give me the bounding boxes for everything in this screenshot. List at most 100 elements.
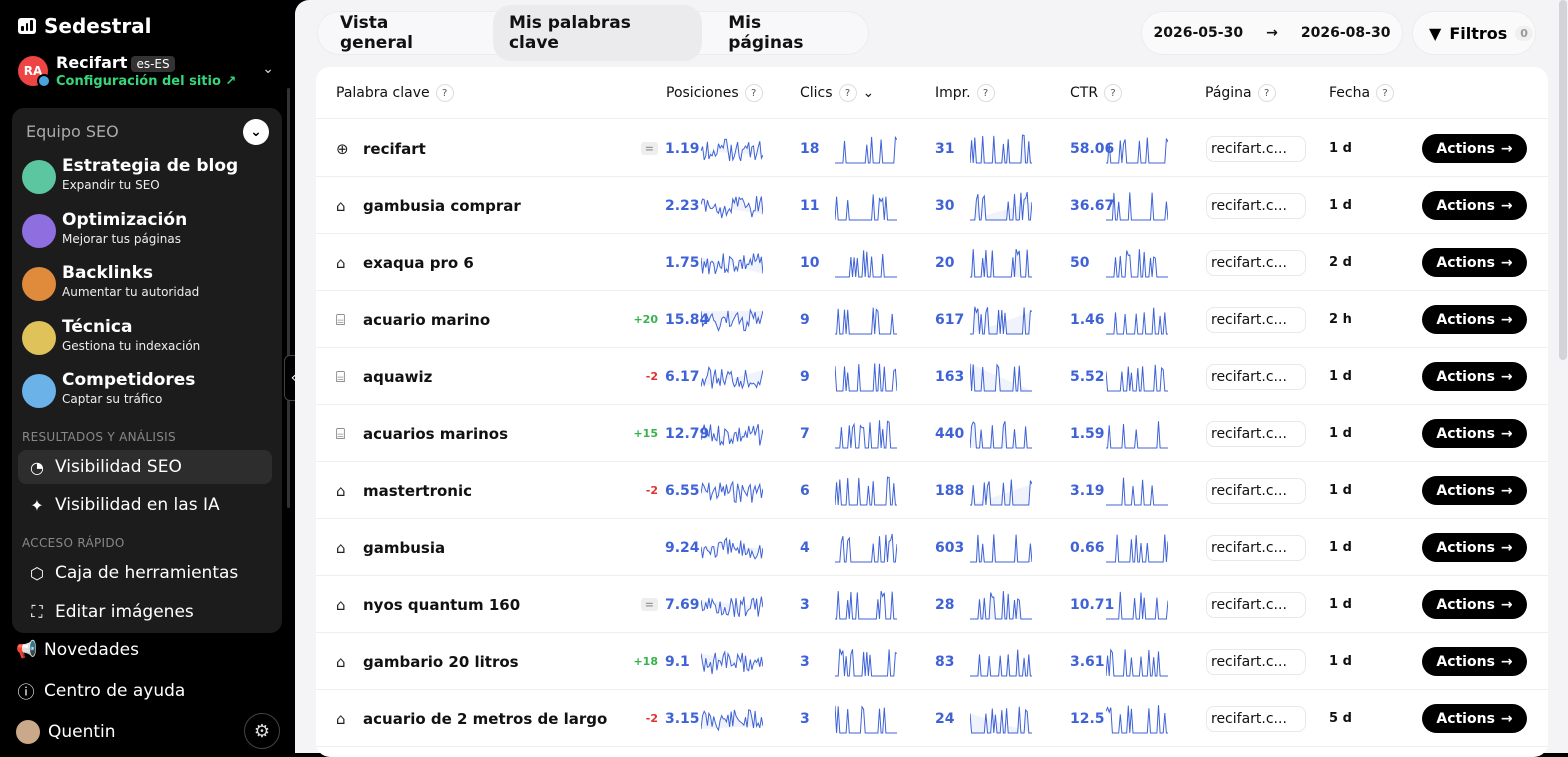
nav-visibilidad-ia[interactable]: ✦ Visibilidad en las IA <box>18 488 272 522</box>
page-link[interactable]: recifart.c... <box>1206 364 1306 390</box>
position-value: 15.84 <box>665 311 710 328</box>
sidebar-scrollbar[interactable] <box>287 88 290 508</box>
header-clicks[interactable]: Clics? ⌄ <box>800 84 874 102</box>
chevron-down-icon[interactable]: ⌄ <box>262 61 274 77</box>
impressions-sparkline <box>970 706 1032 734</box>
page-link[interactable]: recifart.c... <box>1206 478 1306 504</box>
table-row[interactable]: ⌂ acuario de 2 metros de largo -2 3.15 3 24 12… <box>316 690 1548 747</box>
agent-item[interactable]: Optimización Mejorar tus páginas <box>22 210 272 254</box>
keyword-text[interactable]: acuario marino <box>363 310 491 329</box>
help-icon[interactable]: ? <box>744 84 763 102</box>
page-link[interactable]: recifart.c... <box>1206 592 1306 618</box>
position-sparkline <box>701 480 763 503</box>
nav-toolbox[interactable]: ⬡ Caja de herramientas <box>18 556 272 590</box>
main-scrollbar[interactable] <box>1559 0 1567 360</box>
table-row[interactable]: ⌂ gambusia comprar 2.23 11 30 36.67 recifart.c… <box>316 177 1548 234</box>
actions-button[interactable]: Actions → <box>1422 134 1527 163</box>
header-keyword[interactable]: Palabra clave? <box>336 84 454 102</box>
date-value: 1 d <box>1329 198 1352 213</box>
keyword-text[interactable]: mastertronic <box>363 481 473 500</box>
actions-button[interactable]: Actions → <box>1422 305 1527 334</box>
actions-button[interactable]: Actions → <box>1422 191 1527 220</box>
header-impressions[interactable]: Impr.? <box>935 84 995 102</box>
clicks-sparkline <box>835 590 897 620</box>
header-ctr[interactable]: CTR? <box>1070 84 1123 102</box>
brand-logo[interactable]: Sedestral <box>18 14 152 38</box>
keyword-text[interactable]: acuario de 2 metros de largo <box>363 709 608 728</box>
page-link[interactable]: recifart.c... <box>1206 706 1306 732</box>
table-row[interactable]: ⌂ nyos quantum 160 = 7.69 3 28 10.71 recifart.c… <box>316 576 1548 633</box>
page-link[interactable]: recifart.c... <box>1206 421 1306 447</box>
actions-button[interactable]: Actions → <box>1422 590 1527 619</box>
agent-item[interactable]: Backlinks Aumentar tu autoridad <box>22 263 272 307</box>
actions-button[interactable]: Actions → <box>1422 476 1527 505</box>
tab-overview[interactable]: Vista general <box>340 13 414 53</box>
table-row[interactable]: ⌂ gambario 20 litros +18 9.1 3 83 3.61 recifart… <box>316 633 1548 690</box>
ctr-sparkline <box>1106 137 1168 164</box>
keyword-text[interactable]: nyos quantum 160 <box>363 595 521 614</box>
help-icon[interactable]: ? <box>1376 84 1395 102</box>
agent-item[interactable]: Estrategia de blog Expandir tu SEO <box>22 156 272 200</box>
filter-icon: ▼ <box>1429 23 1442 43</box>
header-page[interactable]: Página? <box>1205 84 1276 102</box>
agent-item[interactable]: Técnica Gestiona tu indexación <box>22 317 272 361</box>
keyword-text[interactable]: aquawiz <box>363 367 433 386</box>
filters-button[interactable]: ▼ Filtros 0 <box>1412 11 1536 55</box>
site-name: Recifart es-ES <box>56 53 175 72</box>
position-value: 9.1 <box>665 653 690 670</box>
actions-button[interactable]: Actions → <box>1422 647 1527 676</box>
nav-help-center[interactable]: ⓘ Centro de ayuda <box>16 678 186 704</box>
site-badge-icon <box>37 74 51 88</box>
position-value: 9.24 <box>665 539 700 556</box>
table-row[interactable]: ⌂ exaqua pro 6 1.75 10 20 50 recifart.c... 2 d A… <box>316 234 1548 291</box>
nav-edit-images[interactable]: ⛶ Editar imágenes <box>18 595 272 629</box>
help-icon[interactable]: ? <box>838 84 857 102</box>
nav-novedades[interactable]: 📢 Novedades <box>16 640 139 660</box>
site-config-link[interactable]: Configuración del sitio ↗ <box>56 74 237 89</box>
actions-button[interactable]: Actions → <box>1422 704 1527 733</box>
store-icon: ⌸ <box>336 424 346 443</box>
keyword-text[interactable]: acuarios marinos <box>363 424 509 443</box>
page-link[interactable]: recifart.c... <box>1206 535 1306 561</box>
keyword-text[interactable]: gambusia comprar <box>363 196 521 215</box>
keyword-text[interactable]: recifart <box>363 139 426 158</box>
impressions-value: 188 <box>935 482 965 499</box>
page-link[interactable]: recifart.c... <box>1206 250 1306 276</box>
keyword-text[interactable]: gambario 20 litros <box>363 652 519 671</box>
header-positions[interactable]: Posiciones? <box>666 84 763 102</box>
page-link[interactable]: recifart.c... <box>1206 136 1306 162</box>
help-icon[interactable]: ? <box>1257 84 1276 102</box>
tab-keywords[interactable]: Mis palabras clave <box>492 5 703 61</box>
team-collapse-icon[interactable]: ⌄ <box>243 119 269 145</box>
actions-button[interactable]: Actions → <box>1422 419 1527 448</box>
ctr-value: 12.5 <box>1070 710 1105 727</box>
help-icon[interactable]: ? <box>1104 84 1123 102</box>
help-icon[interactable]: ? <box>435 84 454 102</box>
table-row[interactable]: ⌸ acuarios marinos +15 12.79 7 440 1.59 recifar… <box>316 405 1548 462</box>
agent-item[interactable]: Competidores Captar su tráfico <box>22 370 272 414</box>
user-menu[interactable]: Quentin <box>16 720 116 744</box>
date-range-picker[interactable]: 2026-05-30 → 2026-08-30 <box>1141 11 1403 55</box>
keyword-text[interactable]: exaqua pro 6 <box>363 253 474 272</box>
table-row[interactable]: ⌸ aquawiz -2 6.17 9 163 5.52 recifart.c... 1 d Ac… <box>316 348 1548 405</box>
position-sparkline <box>701 536 763 560</box>
table-row[interactable]: ⊕ recifart = 1.19 18 31 58.06 recifart.c... 1 d A… <box>316 120 1548 177</box>
page-link[interactable]: recifart.c... <box>1206 649 1306 675</box>
table-row[interactable]: ⌸ acuario marino +20 15.84 9 617 1.46 recifart.… <box>316 291 1548 348</box>
keyword-text[interactable]: gambusia <box>363 538 446 557</box>
page-link[interactable]: recifart.c... <box>1206 307 1306 333</box>
sort-desc-icon[interactable]: ⌄ <box>862 85 875 101</box>
page-link[interactable]: recifart.c... <box>1206 193 1306 219</box>
actions-button[interactable]: Actions → <box>1422 362 1527 391</box>
nav-visibilidad-seo[interactable]: ◔ Visibilidad SEO <box>18 450 272 484</box>
table-row[interactable]: ⌂ gambusia 9.24 4 603 0.66 recifart.c... 1 d Act… <box>316 519 1548 576</box>
actions-button[interactable]: Actions → <box>1422 248 1527 277</box>
header-date[interactable]: Fecha? <box>1329 84 1395 102</box>
table-row[interactable]: ⌂ mastertronic -2 6.55 6 188 3.19 recifart.c...… <box>316 462 1548 519</box>
impressions-sparkline <box>970 534 1032 563</box>
actions-button[interactable]: Actions → <box>1422 533 1527 562</box>
site-selector[interactable]: RA Recifart es-ES Configuración del sitio… <box>18 53 278 93</box>
help-icon[interactable]: ? <box>976 84 995 102</box>
gear-icon[interactable]: ⚙ <box>244 713 280 749</box>
tab-pages[interactable]: Mis páginas <box>728 13 804 53</box>
